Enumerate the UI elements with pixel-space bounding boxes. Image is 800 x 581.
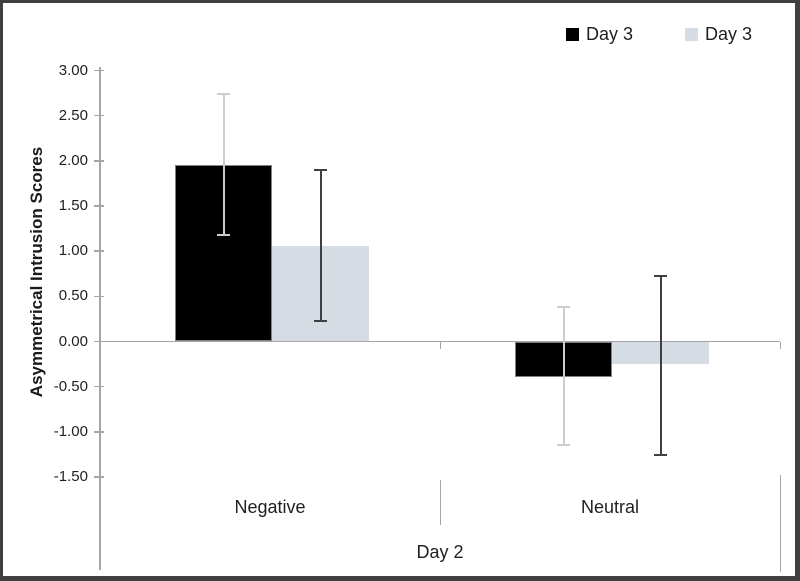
y-tick-label: -1.50 [53, 467, 88, 485]
y-tick-label: -0.50 [53, 377, 88, 395]
error-bar-cap-bottom [557, 444, 570, 447]
category-tick-right [779, 341, 781, 349]
error-bar-line [659, 275, 662, 456]
y-tick-label: -1.00 [53, 422, 88, 440]
legend-item-series-black: Day 3 [566, 24, 633, 45]
y-tick-mark [94, 340, 104, 343]
error-bar-line [319, 169, 322, 321]
y-tick-label: 0.50 [58, 287, 88, 305]
y-tick-label: 0.00 [58, 332, 88, 350]
y-tick-mark [94, 431, 104, 433]
y-axis-line [99, 67, 101, 570]
y-tick-mark [94, 160, 104, 162]
legend-item-series-gray: Day 3 [685, 24, 752, 45]
error-bar-cap-bottom [314, 319, 327, 322]
error-bar-line [562, 307, 565, 446]
error-bar-cap-top [557, 306, 570, 309]
error-bar-cap-top [314, 168, 327, 171]
category-divider-center [439, 480, 441, 525]
y-tick-mark [94, 205, 104, 207]
y-tick-label: 3.00 [58, 61, 88, 79]
y-axis-title: Asymmetrical Intrusion Scores [27, 146, 46, 398]
error-bar-cap-top [217, 92, 230, 95]
y-tick-label: 1.50 [58, 197, 88, 214]
x-category-neutral: Neutral [580, 497, 640, 517]
category-tick-center [439, 341, 441, 349]
y-tick-mark [94, 295, 104, 298]
error-bar-cap-bottom [217, 233, 230, 236]
x-category-negative: Negative [234, 497, 306, 517]
legend-swatch-black-icon [566, 28, 579, 41]
category-divider-right [779, 475, 781, 572]
y-tick-label: 1.00 [58, 242, 88, 260]
y-tick-mark [94, 114, 104, 117]
error-bar-cap-bottom [654, 454, 667, 457]
legend-label-black: Day 3 [586, 24, 634, 44]
y-tick-label: 2.00 [58, 151, 88, 169]
y-tick-label: 2.50 [58, 106, 88, 124]
y-tick-mark [94, 250, 104, 252]
x-axis-title: Day 2 [416, 542, 464, 562]
legend-label-gray: Day 3 [705, 24, 753, 44]
legend-swatch-gray-icon [685, 28, 698, 41]
y-tick-mark [94, 385, 104, 388]
error-bar-cap-top [654, 274, 667, 277]
error-bar-line [222, 93, 225, 235]
y-tick-mark [94, 476, 104, 478]
y-tick-mark [94, 69, 104, 72]
